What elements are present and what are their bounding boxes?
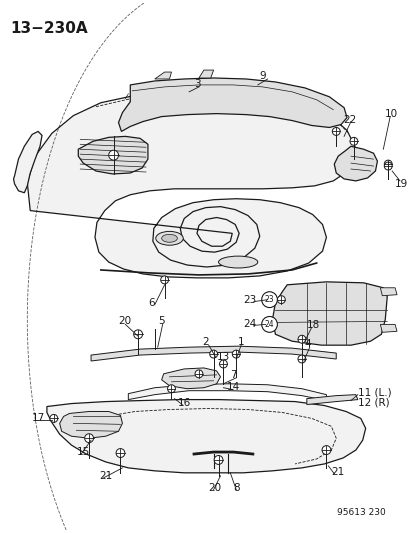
Circle shape [232,350,240,358]
Circle shape [297,355,305,363]
Text: 20: 20 [118,317,131,326]
Text: 13: 13 [216,352,229,362]
Circle shape [332,127,339,135]
Circle shape [214,456,223,464]
Circle shape [85,434,93,442]
Circle shape [261,317,277,332]
Polygon shape [154,72,171,79]
Ellipse shape [155,231,183,245]
Text: 22: 22 [342,115,356,125]
Text: 8: 8 [233,483,239,492]
Circle shape [219,360,227,368]
Text: 19: 19 [394,179,407,189]
Text: 21: 21 [330,467,344,477]
Text: 16: 16 [177,398,190,408]
Polygon shape [59,411,122,438]
Text: 95613 230: 95613 230 [336,508,385,518]
Circle shape [297,335,305,343]
Circle shape [195,370,202,378]
Circle shape [277,296,285,304]
Polygon shape [91,346,335,361]
Circle shape [349,138,357,146]
Circle shape [50,415,57,422]
Polygon shape [27,91,354,278]
Ellipse shape [218,256,257,268]
Polygon shape [78,136,147,174]
Text: 1: 1 [237,337,244,347]
Text: 11 (L.): 11 (L.) [357,387,391,398]
Circle shape [133,330,142,339]
Circle shape [209,350,217,358]
Polygon shape [380,288,396,296]
Polygon shape [128,384,325,401]
Text: 23: 23 [264,295,274,304]
Circle shape [383,160,391,168]
Polygon shape [306,394,357,405]
Text: 23: 23 [242,295,256,305]
Polygon shape [161,368,220,389]
Text: 15: 15 [76,447,89,457]
Ellipse shape [161,235,177,243]
Text: 3: 3 [194,79,200,89]
Circle shape [383,162,391,170]
Polygon shape [199,70,213,78]
Text: 14: 14 [226,382,239,392]
Text: 9: 9 [259,71,266,81]
Circle shape [261,292,277,308]
Text: 20: 20 [208,483,221,492]
Text: 5: 5 [157,317,164,326]
Polygon shape [14,132,42,193]
Polygon shape [118,78,346,132]
Text: 12 (R): 12 (R) [357,398,389,408]
Text: 4: 4 [304,339,311,349]
Text: 6: 6 [147,297,154,308]
Text: 7: 7 [230,370,236,380]
Text: 18: 18 [306,320,319,330]
Text: 21: 21 [99,471,112,481]
Polygon shape [272,282,386,345]
Polygon shape [333,146,377,181]
Text: 24: 24 [264,320,274,329]
Circle shape [109,150,118,160]
Text: 13−230A: 13−230A [11,21,88,36]
Polygon shape [47,400,365,473]
Circle shape [321,446,330,455]
Text: 10: 10 [385,109,397,119]
Circle shape [167,385,175,393]
Text: 24: 24 [242,319,256,329]
Circle shape [116,449,125,457]
Text: 17: 17 [32,414,45,423]
Polygon shape [380,325,396,332]
Text: 2: 2 [202,337,208,347]
Circle shape [160,276,168,284]
